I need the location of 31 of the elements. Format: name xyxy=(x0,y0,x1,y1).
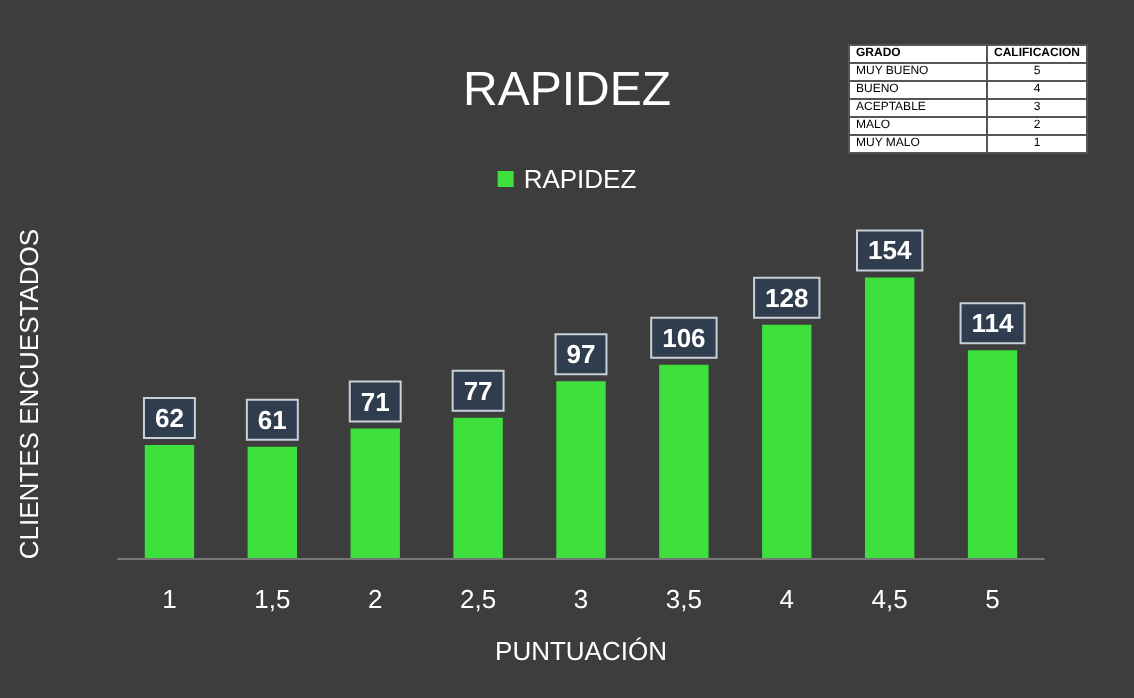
data-label: 62 xyxy=(154,403,184,434)
legend-label: RAPIDEZ xyxy=(523,164,637,194)
data-label: 97 xyxy=(566,339,596,370)
x-tick-label: 3 xyxy=(573,584,589,614)
x-tick-label: 4 xyxy=(779,584,795,614)
x-tick-label: 2 xyxy=(367,584,383,614)
data-label: 154 xyxy=(867,235,913,266)
bar xyxy=(144,445,195,558)
bar xyxy=(247,446,298,558)
data-label: 77 xyxy=(463,375,493,406)
x-tick-label: 4,5 xyxy=(871,584,908,614)
y-axis-title: CLIENTES ENCUESTADOS xyxy=(14,228,44,560)
chart-title: RAPIDEZ xyxy=(462,63,672,117)
x-tick-label: 5 xyxy=(985,584,1000,614)
bar xyxy=(350,428,400,558)
data-label: 106 xyxy=(662,322,706,353)
x-tick-label: 3,5 xyxy=(665,584,702,614)
bar xyxy=(967,350,1018,558)
x-tick-label: 2,5 xyxy=(460,584,497,614)
bar xyxy=(762,324,812,558)
data-label: 71 xyxy=(360,386,390,417)
x-tick-label: 1,5 xyxy=(254,584,291,614)
x-axis-title: PUNTUACIÓN xyxy=(495,636,667,666)
data-label: 128 xyxy=(765,282,809,313)
data-label: 114 xyxy=(971,308,1016,339)
bar xyxy=(659,364,709,558)
x-tick-label: 1 xyxy=(162,584,177,614)
bar xyxy=(556,381,606,558)
bar xyxy=(453,417,503,558)
bar xyxy=(864,277,915,558)
data-label: 61 xyxy=(257,404,287,435)
